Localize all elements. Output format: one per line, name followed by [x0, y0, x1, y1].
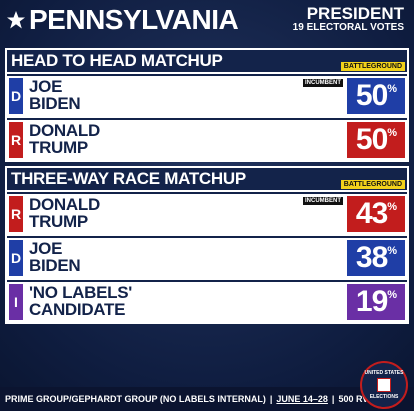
percent-box: 38% — [347, 240, 405, 276]
name-line: JOE — [29, 77, 63, 96]
percent-box: 43% — [347, 196, 405, 232]
percent: 50 — [355, 79, 388, 112]
candidate-name: 'NO LABELS' CANDIDATE — [29, 284, 132, 318]
percent: 19 — [355, 285, 388, 318]
candidate-row: R DONALD TRUMP INCUMBENT 43% — [7, 192, 407, 234]
office-block: PRESIDENT 19 ELECTORAL VOTES — [293, 5, 404, 33]
party-letter: R — [9, 122, 23, 158]
percent-unit: % — [387, 289, 397, 301]
logo: UNITED STATES ELECTIONS — [360, 361, 408, 409]
battleground-tag: BATTLEGROUND — [340, 180, 405, 189]
name-line: TRUMP — [29, 212, 88, 231]
candidate-row: D JOE BIDEN INCUMBENT 50% — [7, 74, 407, 116]
percent-box: 19% — [347, 284, 405, 320]
footer: PRIME GROUP/GEPHARDT GROUP (NO LABELS IN… — [0, 387, 414, 411]
panel: HEAD TO HEAD MATCHUP BATTLEGROUND D JOE BIDE… — [5, 48, 409, 162]
percent-unit: % — [387, 83, 397, 95]
candidate-row: R DONALD TRUMP 50% — [7, 118, 407, 160]
name-line: DONALD — [29, 121, 100, 140]
candidate-name: DONALD TRUMP — [29, 122, 100, 156]
name-line: 'NO LABELS' — [29, 283, 133, 302]
candidate-name: JOE BIDEN — [29, 77, 81, 113]
panel-title: THREE-WAY RACE MATCHUP — [11, 169, 246, 188]
percent: 50 — [355, 123, 388, 156]
percent-unit: % — [387, 201, 397, 213]
panel-title: HEAD TO HEAD MATCHUP — [11, 51, 223, 70]
name-line: JOE — [29, 239, 63, 258]
footer-text: | — [269, 394, 273, 404]
office: PRESIDENT — [306, 4, 404, 23]
name-line: BIDEN — [29, 256, 81, 275]
logo-text: UNITED STATES — [364, 370, 404, 376]
party-letter: I — [9, 284, 23, 320]
name-line: DONALD — [29, 195, 100, 214]
candidate-row: I 'NO LABELS' CANDIDATE 19% — [7, 280, 407, 322]
panel-header: HEAD TO HEAD MATCHUP BATTLEGROUND — [7, 50, 407, 72]
party-letter: D — [9, 240, 23, 276]
percent: 38 — [355, 241, 388, 274]
candidate-name: DONALD TRUMP — [29, 196, 100, 230]
percent-unit: % — [387, 245, 397, 257]
battleground-tag: BATTLEGROUND — [340, 62, 405, 71]
name-line: BIDEN — [29, 94, 81, 113]
logo-text: ELECTIONS — [369, 394, 399, 400]
footer-text: | — [331, 394, 335, 404]
footer-text: PRIME GROUP/GEPHARDT GROUP (NO LABELS IN… — [5, 394, 266, 404]
incumbent-badge: INCUMBENT — [303, 79, 343, 87]
percent-box: 50% — [347, 78, 405, 114]
panel: THREE-WAY RACE MATCHUP BATTLEGROUND R DONAL… — [5, 166, 409, 324]
candidate-row: D JOE BIDEN 38% — [7, 236, 407, 278]
name-line: CANDIDATE — [29, 300, 126, 319]
candidate-name: JOE BIDEN — [29, 239, 81, 275]
footer-text: JUNE 14–28 — [276, 394, 328, 404]
state: PENNSYLVANIA — [29, 4, 239, 35]
percent-box: 50% — [347, 122, 405, 158]
percent: 43 — [355, 197, 388, 230]
state-title: PENNSYLVANIA — [6, 4, 239, 36]
party-letter: D — [9, 78, 23, 114]
incumbent-badge: INCUMBENT — [303, 197, 343, 205]
star-icon — [7, 11, 25, 29]
electoral-votes: 19 ELECTORAL VOTES — [292, 22, 404, 33]
percent-unit: % — [387, 127, 397, 139]
footer-text: 500 RV — [338, 394, 369, 404]
panel-header: THREE-WAY RACE MATCHUP BATTLEGROUND — [7, 168, 407, 190]
name-line: TRUMP — [29, 138, 88, 157]
party-letter: R — [9, 196, 23, 232]
logo-box — [377, 378, 391, 392]
